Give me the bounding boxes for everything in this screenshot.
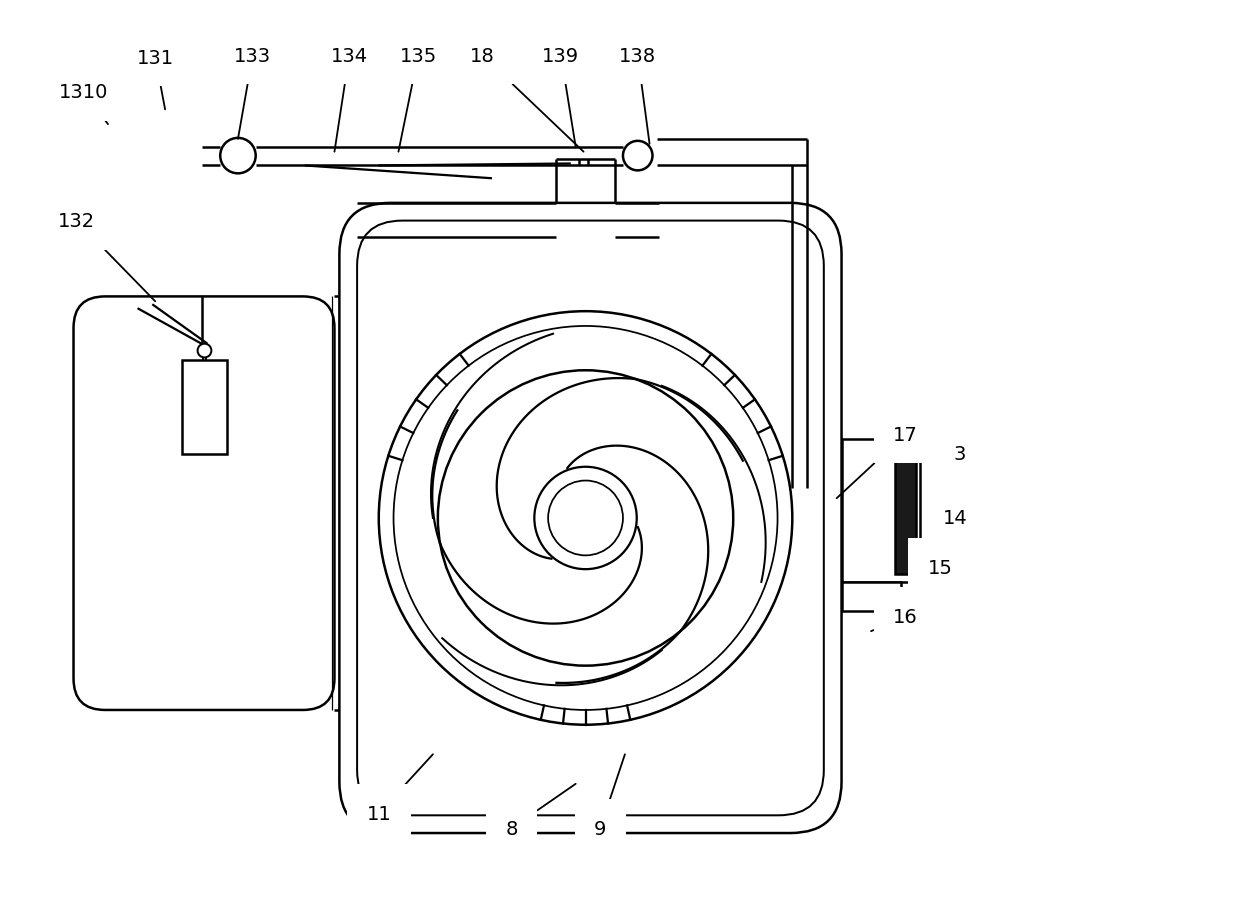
Bar (842, 440, 920, 582)
Circle shape (622, 142, 652, 172)
Text: 133: 133 (234, 47, 272, 140)
Text: 135: 135 (398, 47, 436, 153)
Text: 139: 139 (542, 47, 579, 147)
Text: 132: 132 (58, 212, 155, 302)
Text: 18: 18 (470, 47, 584, 153)
Text: 14: 14 (925, 509, 967, 553)
Text: 3: 3 (935, 445, 966, 479)
Bar (842, 582, 900, 612)
FancyBboxPatch shape (340, 204, 842, 833)
Text: 11: 11 (366, 754, 433, 823)
Circle shape (221, 139, 255, 174)
Text: 17: 17 (837, 425, 918, 498)
Bar (182, 361, 227, 454)
Text: 16: 16 (870, 607, 918, 631)
Circle shape (393, 327, 777, 710)
Circle shape (378, 312, 792, 725)
Text: 1310: 1310 (58, 83, 108, 125)
Text: 9: 9 (594, 754, 625, 838)
Circle shape (197, 344, 211, 358)
Text: 138: 138 (619, 47, 656, 144)
Text: 15: 15 (905, 558, 952, 592)
Circle shape (548, 481, 622, 555)
Text: 8: 8 (506, 784, 575, 838)
FancyBboxPatch shape (357, 221, 823, 815)
Circle shape (534, 467, 636, 570)
Text: 131: 131 (136, 49, 174, 110)
Circle shape (438, 371, 733, 666)
Text: 134: 134 (331, 47, 368, 153)
FancyBboxPatch shape (73, 297, 335, 710)
Bar (895, 448, 916, 574)
